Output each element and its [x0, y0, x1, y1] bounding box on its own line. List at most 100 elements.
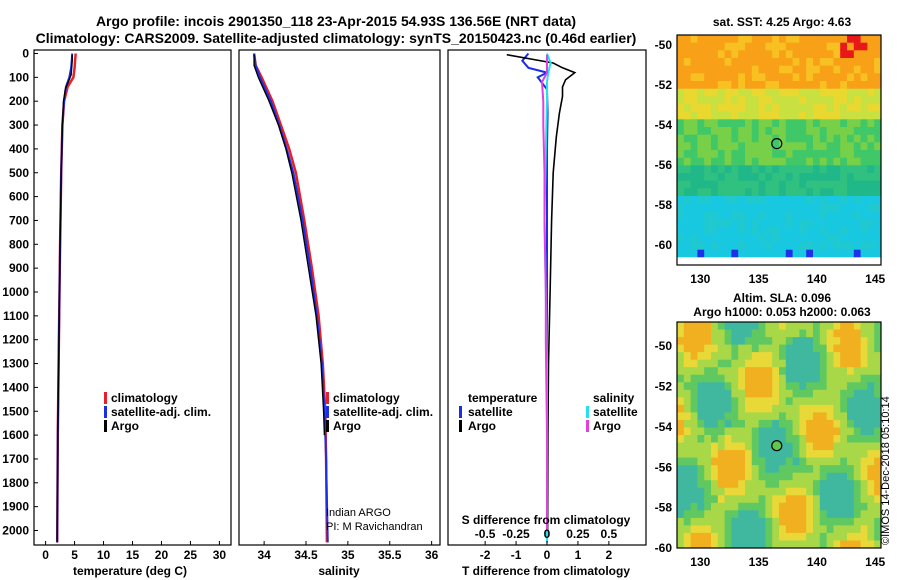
map-cell: [806, 142, 814, 151]
map-cell: [792, 81, 800, 90]
map-cell: [765, 495, 773, 504]
map-cell: [779, 419, 787, 428]
map-cell: [758, 487, 766, 496]
map-cell: [745, 427, 753, 436]
map-cell: [758, 188, 766, 197]
map-cell: [758, 96, 766, 105]
map-cell: [765, 487, 773, 496]
map-cell: [847, 435, 855, 443]
map-cell: [779, 65, 787, 74]
map-cell: [833, 344, 841, 353]
map-cell: [731, 419, 739, 428]
map-cell: [806, 234, 814, 243]
map-cell: [738, 173, 746, 182]
map-cell: [677, 234, 685, 243]
map-cell: [724, 359, 732, 368]
map-cell: [792, 165, 800, 174]
map-cell: [745, 382, 753, 391]
map-x-tick-label: 135: [749, 555, 769, 569]
map-cell: [738, 50, 746, 59]
map-cell: [717, 382, 726, 391]
map-cell: [677, 404, 685, 413]
map-cell: [867, 234, 875, 243]
map-cell: [840, 58, 848, 67]
temperature-series: [55, 53, 77, 543]
map-cell: [874, 104, 882, 113]
map-cell: [724, 219, 732, 228]
map-cell: [765, 226, 773, 235]
map-cell: [806, 257, 814, 266]
map-cell: [751, 472, 760, 481]
map-cell: [711, 510, 719, 519]
map-cell: [690, 150, 698, 159]
map-cell: [731, 404, 739, 413]
map-cell: [690, 211, 698, 220]
difference-legend-temperature: temperature satellite Argo: [459, 391, 538, 433]
map-cell: [826, 96, 834, 105]
map-cell: [711, 111, 719, 120]
map-cell: [697, 42, 705, 51]
map-cell: [833, 196, 841, 205]
map-cell: [826, 81, 834, 90]
map-cell: [806, 329, 814, 338]
map-cell: [704, 329, 712, 338]
map-cell: [758, 119, 766, 128]
map-cell: [819, 96, 828, 105]
map-cell: [799, 157, 807, 166]
map-cell: [853, 58, 862, 67]
map-cell: [690, 532, 698, 541]
map-cell: [867, 142, 875, 151]
map-cell: [840, 472, 848, 481]
map-cell: [785, 472, 794, 481]
map-cell: [779, 203, 787, 212]
map-cell: [745, 188, 753, 197]
map-cell: [697, 142, 705, 151]
map-cell: [847, 88, 855, 97]
map-cell: [717, 127, 726, 136]
map-y-tick-label: -54: [655, 420, 673, 434]
map-cell: [785, 427, 794, 436]
map-cell: [826, 480, 834, 489]
map-cell: [813, 111, 821, 120]
x-tick-label: 25: [184, 548, 198, 562]
map-cell: [765, 35, 773, 44]
map-cell: [792, 134, 800, 143]
map-cell: [738, 480, 746, 489]
map-cell: [758, 211, 766, 220]
map-cell: [731, 540, 739, 549]
map-cell: [853, 226, 862, 235]
map-cell: [772, 203, 780, 212]
map-cell: [792, 337, 800, 346]
map-cell: [806, 88, 814, 97]
map-cell: [717, 203, 726, 212]
series-s-argo: [540, 54, 548, 531]
map-cell: [840, 196, 848, 205]
map-cell: [738, 150, 746, 159]
map-cell: [792, 427, 800, 436]
sla-map-subtitle: Argo h1000: 0.053 h2000: 0.063: [693, 305, 871, 319]
map-cell: [758, 322, 766, 330]
map-cell: [704, 226, 712, 235]
map-cell: [772, 374, 780, 383]
map-cell: [738, 329, 746, 338]
map-cell: [847, 404, 855, 413]
map-cell: [683, 219, 692, 228]
map-cell: [697, 65, 705, 74]
map-cell: [704, 540, 712, 549]
map-cell: [758, 374, 766, 383]
map-cell: [731, 88, 739, 97]
map-cell: [758, 329, 766, 338]
map-cell: [711, 457, 719, 466]
map-cell: [704, 412, 712, 421]
map-cell: [683, 450, 692, 459]
map-cell: [772, 329, 780, 338]
map-cell: [799, 234, 807, 243]
map-cell: [806, 211, 814, 220]
map-cell: [779, 188, 787, 197]
map-cell: [792, 322, 800, 330]
map-cell: [874, 50, 882, 59]
map-cell: [785, 196, 794, 205]
map-cell: [772, 157, 780, 166]
map-cell: [690, 203, 698, 212]
map-cell: [853, 404, 862, 413]
